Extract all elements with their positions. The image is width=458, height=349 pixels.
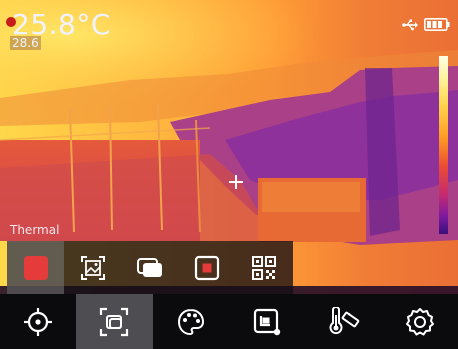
overlay-icon bbox=[136, 257, 162, 277]
status-bar bbox=[402, 18, 450, 31]
blend-mode-button[interactable] bbox=[121, 241, 178, 294]
crosshair-icon bbox=[229, 175, 243, 189]
settings-icon bbox=[405, 307, 434, 335]
bottom-toolbar bbox=[0, 294, 458, 349]
mode-submenu bbox=[7, 241, 293, 294]
qr-code-mode-button[interactable] bbox=[235, 241, 292, 294]
image-mode-tool-button[interactable] bbox=[76, 294, 153, 349]
mode-label: Thermal bbox=[10, 223, 60, 237]
thermometer-ruler-icon bbox=[329, 306, 360, 334]
palette-icon bbox=[177, 308, 204, 335]
capture-icon bbox=[254, 308, 281, 335]
measurement-marker-icon bbox=[6, 17, 16, 27]
image-mode-icon bbox=[100, 307, 129, 336]
palette-button[interactable] bbox=[153, 294, 229, 349]
image-frame-icon bbox=[80, 255, 105, 280]
usb-icon bbox=[402, 19, 418, 30]
picture-in-picture-mode-button[interactable] bbox=[178, 241, 235, 294]
settings-button[interactable] bbox=[382, 294, 458, 349]
capture-button[interactable] bbox=[229, 294, 305, 349]
secondary-temperature-readout: 28.6 bbox=[10, 36, 41, 50]
temperature-color-scale bbox=[439, 56, 448, 234]
measurement-button[interactable] bbox=[305, 294, 381, 349]
thermal-square-icon bbox=[23, 255, 48, 280]
center-temperature-readout: 25.8°C bbox=[12, 8, 111, 41]
target-button[interactable] bbox=[0, 294, 76, 349]
thermal-mode-button[interactable] bbox=[7, 241, 64, 294]
target-icon bbox=[24, 307, 53, 336]
image-mode-button[interactable] bbox=[64, 241, 121, 294]
picture-in-picture-icon bbox=[194, 255, 219, 280]
battery-icon bbox=[424, 18, 450, 31]
qr-code-icon bbox=[251, 255, 276, 280]
